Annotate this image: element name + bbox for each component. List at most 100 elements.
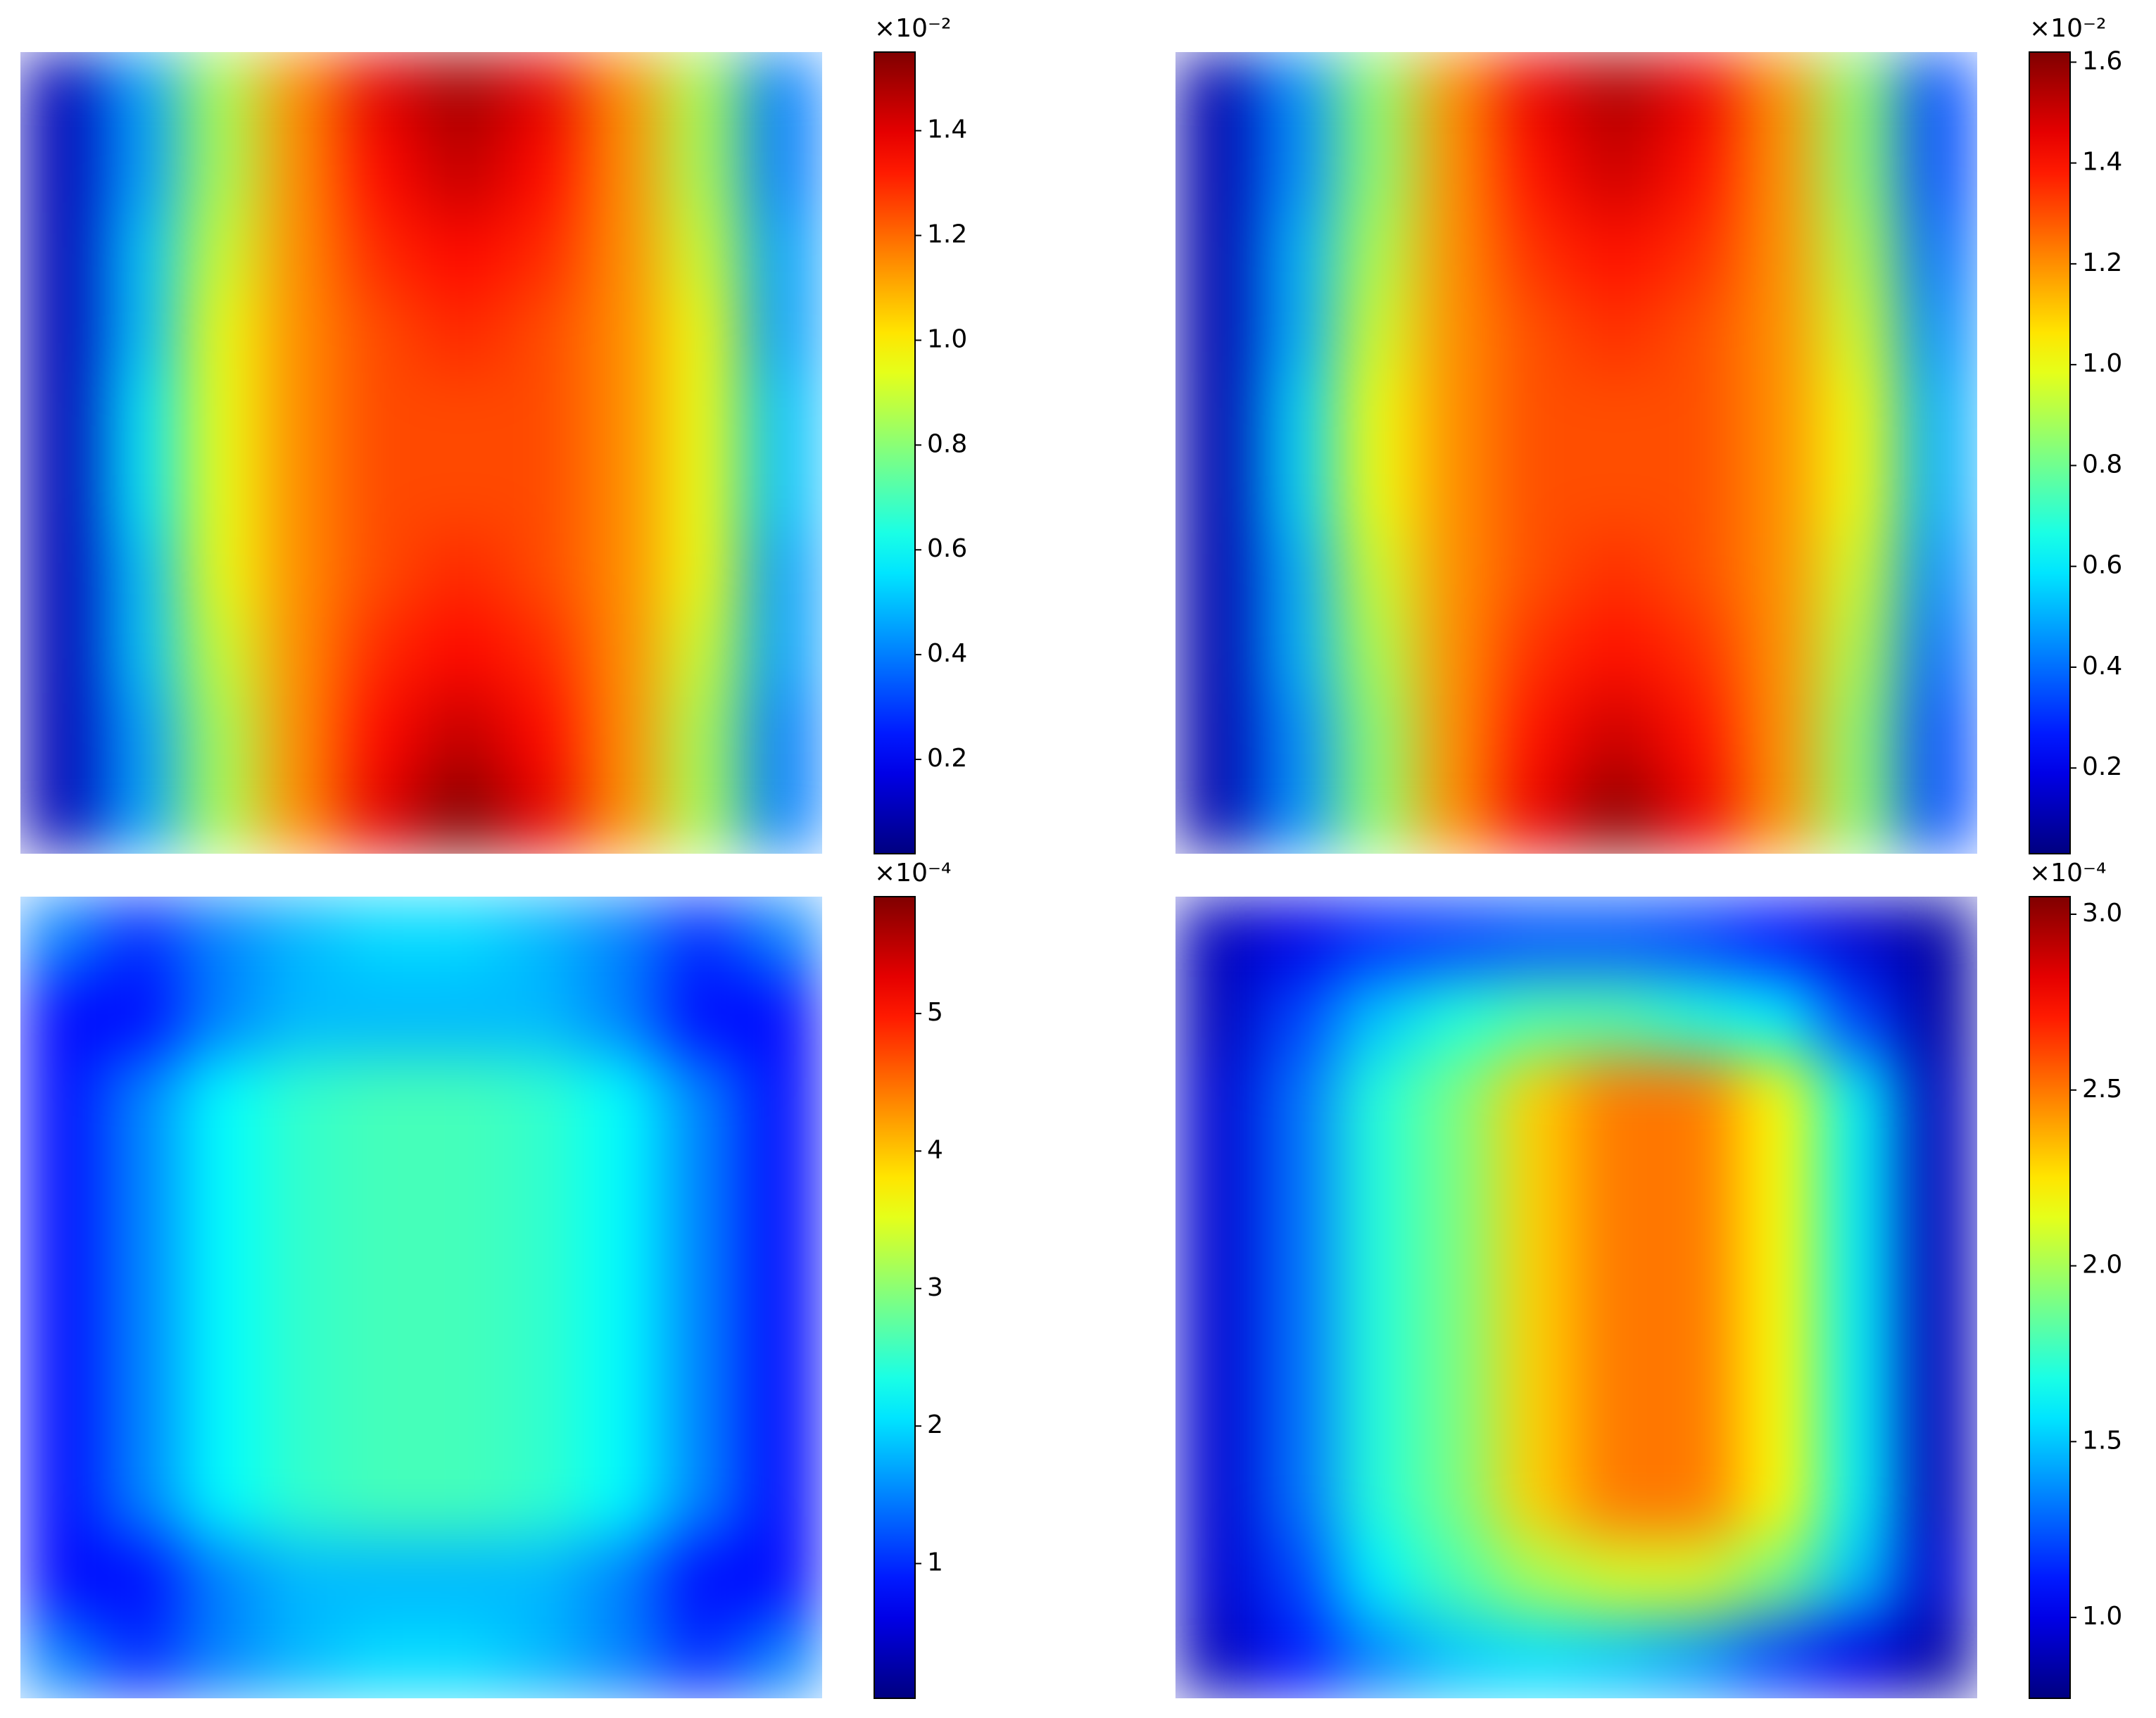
heatmap-cell	[1897, 212, 1977, 293]
heatmap-cell	[180, 292, 262, 374]
heatmap-cell	[180, 1297, 262, 1378]
heatmap-cell	[742, 693, 822, 774]
heatmap-cell	[180, 372, 262, 453]
heatmap-cell	[341, 693, 422, 774]
heatmap-cell	[1416, 1458, 1497, 1539]
heatmap-cell	[742, 132, 822, 213]
heatmap-cell	[421, 1618, 502, 1698]
heatmap-cell	[1576, 976, 1657, 1058]
heatmap-cell	[662, 292, 743, 374]
heatmap-cell	[501, 1056, 582, 1138]
heatmap-cell	[180, 1458, 262, 1539]
heatmap-cell	[742, 773, 822, 854]
heatmap-cell	[421, 1056, 502, 1138]
heatmap-cell	[1656, 1458, 1737, 1539]
heatmap-cell	[100, 1297, 182, 1378]
heatmap-cell	[501, 533, 582, 614]
heatmap-cell	[1817, 1056, 1898, 1138]
heatmap-cell	[742, 1458, 822, 1539]
heatmap-cell	[1817, 613, 1898, 694]
heatmap-cell	[1416, 976, 1497, 1058]
heatmap-cell	[581, 1056, 662, 1138]
heatmap-cell	[1496, 453, 1577, 533]
colorbar-tick-label: 3	[927, 1273, 943, 1302]
heatmap-cell	[1897, 1618, 1977, 1698]
heatmap-cell	[742, 897, 822, 978]
heatmap-cell	[1255, 533, 1337, 614]
heatmap-cell	[581, 372, 662, 453]
heatmap-cell	[260, 897, 342, 978]
heatmap-cell	[1897, 1377, 1977, 1458]
heatmap-cell	[20, 1458, 101, 1539]
heatmap-cell	[662, 372, 743, 453]
heatmap-cell	[341, 372, 422, 453]
heatmap-cell	[1576, 1618, 1657, 1698]
colorbar-tick-label: 3.0	[2082, 899, 2122, 928]
heatmap-cell	[100, 1538, 182, 1619]
heatmap-cell	[1656, 773, 1737, 854]
heatmap-cell	[1656, 533, 1737, 614]
heatmap-cell	[1817, 773, 1898, 854]
heatmap-cell	[1817, 1137, 1898, 1218]
heatmap-cell	[421, 1538, 502, 1619]
colorbar-tick-label: 0.6	[2082, 551, 2122, 580]
heatmap-cell	[1255, 1056, 1337, 1138]
colorbar-tick-label: 1.0	[927, 324, 967, 353]
heatmap-cell	[1175, 533, 1256, 614]
heatmap-cell	[501, 212, 582, 293]
heatmap-cell	[100, 1377, 182, 1458]
heatmap-cell	[1175, 1538, 1256, 1619]
heatmap-cell	[662, 1377, 743, 1458]
heatmap-cell	[1817, 292, 1898, 374]
heatmap-cell	[742, 1377, 822, 1458]
heatmap-cell	[180, 533, 262, 614]
heatmap-cell	[1817, 1297, 1898, 1378]
heatmap-cell	[180, 1137, 262, 1218]
heatmap-cell	[1817, 897, 1898, 978]
heatmap-cell	[1496, 693, 1577, 774]
heatmap-cells	[20, 897, 822, 1698]
heatmap-cell	[1817, 693, 1898, 774]
heatmap-cell	[501, 292, 582, 374]
heatmap-cell	[1496, 976, 1577, 1058]
heatmap-cell	[1335, 292, 1417, 374]
heatmap-cell	[341, 1618, 422, 1698]
heatmap-cell	[742, 976, 822, 1058]
heatmap-cell	[1656, 1297, 1737, 1378]
heatmap-cell	[1335, 533, 1417, 614]
heatmap-cell	[1736, 976, 1817, 1058]
heatmap-cell	[1736, 292, 1817, 374]
heatmap-cell	[1416, 52, 1497, 133]
heatmap-cell	[260, 292, 342, 374]
heatmap-cell	[1335, 1297, 1417, 1378]
colorbar-tick-label: 1.2	[927, 220, 967, 249]
heatmap-cell	[1496, 1377, 1577, 1458]
heatmap-cell	[100, 897, 182, 978]
heatmap-cell	[662, 897, 743, 978]
heatmap-cell	[1496, 1056, 1577, 1138]
heatmap-cell	[501, 897, 582, 978]
heatmap-cell	[1736, 1137, 1817, 1218]
colorbar-tick-label: 0.2	[927, 744, 967, 773]
heatmap-cell	[581, 1137, 662, 1218]
heatmap-cell	[1255, 1297, 1337, 1378]
heatmap-cell	[662, 533, 743, 614]
heatmap-cell	[100, 1458, 182, 1539]
heatmap-cell	[1255, 773, 1337, 854]
heatmap-cell	[742, 1538, 822, 1619]
heatmap-cell	[1335, 976, 1417, 1058]
heatmap-cell	[1255, 132, 1337, 213]
heatmap-cell	[1255, 1458, 1337, 1539]
heatmap-cell	[421, 976, 502, 1058]
heatmap-cell	[20, 132, 101, 213]
colorbar-offset-label: ×10⁻²	[2029, 14, 2106, 43]
heatmap-cell	[662, 132, 743, 213]
heatmap-cell	[260, 212, 342, 293]
heatmap-cell	[20, 52, 101, 133]
heatmap-cell	[1817, 1538, 1898, 1619]
heatmap-cell	[742, 212, 822, 293]
heatmap-cell	[1496, 1217, 1577, 1298]
colorbar-tick-label: 1	[927, 1548, 943, 1577]
heatmap-cell	[341, 1458, 422, 1539]
heatmap-cell	[1656, 897, 1737, 978]
